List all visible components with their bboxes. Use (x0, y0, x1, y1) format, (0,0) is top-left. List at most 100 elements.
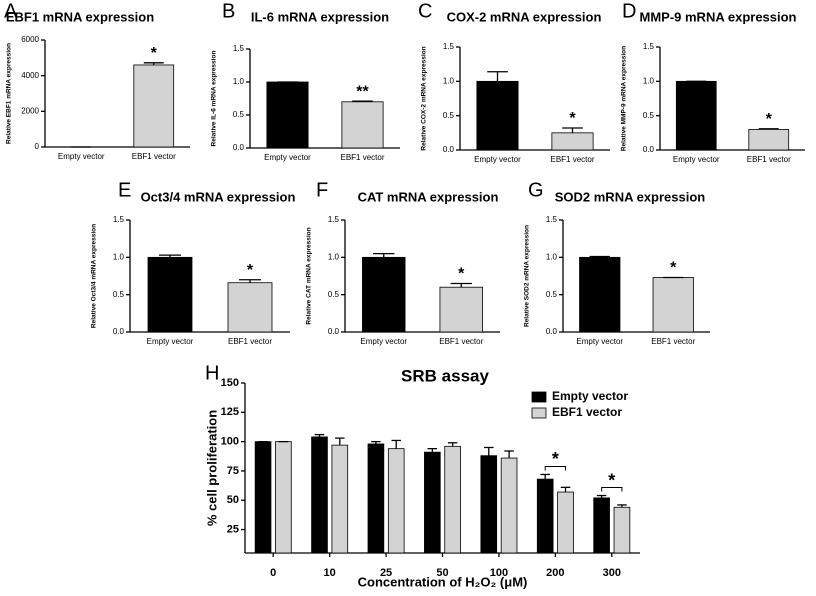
bar (311, 436, 328, 554)
error-bar (314, 433, 325, 437)
error-bar (391, 439, 401, 449)
y-axis-label: % cell proliferation (204, 410, 219, 526)
y-axis-label: Relative COX-2 mRNA expression (421, 46, 428, 150)
y-tick-label: 0 (35, 142, 40, 151)
bar (331, 444, 349, 554)
significance-bracket (544, 465, 567, 471)
chart-panel: C COX-2 mRNA expression Relative COX-2 mRN… (418, 0, 610, 164)
x-tick-label: Empty vector (673, 155, 720, 164)
x-axis-label: Concentration of H₂O₂ (μM) (358, 574, 528, 589)
x-tick-label: Empty vector (360, 337, 407, 346)
significance-bracket (601, 487, 623, 492)
error-bar (335, 437, 345, 446)
y-tick-label: 1.5 (443, 42, 455, 51)
y-tick-label: 50 (227, 494, 239, 506)
chart-panel: F CAT mRNA expression Relative CAT mRNA ex… (306, 179, 500, 346)
bar (227, 282, 273, 333)
error-bar (143, 62, 164, 65)
x-tick-label: 100 (490, 567, 508, 579)
bar (593, 497, 610, 554)
significance-label: * (670, 260, 677, 277)
bar (500, 457, 518, 554)
panel-letter: G (528, 179, 544, 201)
x-tick-label: Empty vector (474, 155, 521, 164)
bar (367, 443, 385, 554)
chart-title: SOD2 mRNA expression (555, 189, 706, 204)
y-tick-label: 1.0 (546, 252, 558, 261)
panel-letter: F (316, 179, 328, 201)
y-axis-label: Relative Oct3/4 mRNA expression (91, 224, 98, 328)
bar (439, 286, 483, 333)
x-tick-label: 200 (546, 567, 564, 579)
bar (254, 441, 272, 554)
y-tick-label: 100 (221, 436, 239, 448)
x-tick-label: EBF1 vector (132, 152, 176, 161)
x-tick-label: EBF1 vector (550, 155, 594, 164)
y-tick-label: 0.0 (443, 145, 455, 154)
error-bar (596, 494, 607, 498)
y-tick-label: 1.5 (113, 215, 125, 224)
chart-panel: B IL-6 mRNA expression Relative IL-6 mRNA … (211, 0, 400, 162)
x-tick-label: 10 (324, 567, 336, 579)
x-tick-label: 0 (270, 567, 276, 579)
x-tick-label: Empty vector (576, 337, 623, 346)
error-bar (159, 254, 181, 258)
panel-letter: D (622, 0, 636, 22)
chart-panel: D MMP-9 mRNA expression Relative MMP-9 mRN… (621, 0, 805, 164)
error-bar (560, 486, 571, 493)
bar (424, 451, 441, 554)
y-tick-label: 0.5 (233, 110, 245, 119)
bar (652, 277, 694, 333)
x-tick-label: Empty vector (58, 152, 105, 161)
bar (476, 80, 519, 151)
bar (579, 256, 621, 333)
panel-letter: H (205, 362, 219, 384)
y-tick-label: 1.5 (546, 215, 558, 224)
bar (557, 491, 574, 554)
error-bar (239, 279, 261, 283)
y-tick-label: 0.0 (546, 327, 558, 336)
x-tick-label: 25 (380, 567, 392, 579)
y-tick-label: 1.5 (233, 44, 245, 53)
x-tick-label: EBF1 vector (651, 337, 695, 346)
x-tick-label: Empty vector (264, 153, 311, 162)
error-bar (589, 255, 610, 258)
significance-label: * (552, 449, 559, 469)
chart-title: CAT mRNA expression (358, 189, 499, 204)
y-tick-label: 0.5 (328, 290, 340, 299)
panel-letter: B (222, 0, 235, 22)
error-bar (487, 71, 508, 82)
x-tick-label: EBF1 vector (340, 153, 384, 162)
x-tick-label: 300 (603, 567, 621, 579)
y-axis-label: Relative EBF1 mRNA expression (6, 43, 13, 144)
chart-title: MMP-9 mRNA expression (640, 9, 797, 24)
y-tick-label: 1.0 (113, 252, 125, 261)
significance-label: * (151, 45, 158, 62)
error-bar (427, 448, 438, 453)
x-tick-label: Empty vector (147, 337, 194, 346)
y-tick-label: 0.0 (643, 145, 655, 154)
bar (147, 256, 193, 333)
bar (748, 128, 790, 151)
bar (275, 441, 292, 554)
y-tick-label: 0.0 (113, 327, 125, 336)
legend-swatch (531, 407, 547, 419)
y-axis-label: Relative IL-6 mRNA expression (211, 51, 218, 147)
y-tick-label: 1.0 (233, 77, 245, 86)
chart-title: COX-2 mRNA expression (447, 9, 602, 24)
error-bar (352, 100, 373, 102)
y-tick-label: 25 (227, 523, 239, 535)
y-tick-label: 0.5 (546, 290, 558, 299)
y-tick-label: 1.0 (643, 76, 655, 85)
y-tick-label: 1.5 (328, 215, 340, 224)
significance-label: ** (356, 83, 369, 100)
chart-title: IL-6 mRNA expression (251, 9, 389, 24)
bar (387, 448, 405, 554)
bar (536, 478, 554, 554)
x-tick-label: 50 (436, 567, 448, 579)
error-bar (562, 127, 583, 133)
error-bar (450, 282, 472, 288)
chart-panel: E Oct3/4 mRNA expression Relative Oct3/4 m… (91, 179, 296, 346)
